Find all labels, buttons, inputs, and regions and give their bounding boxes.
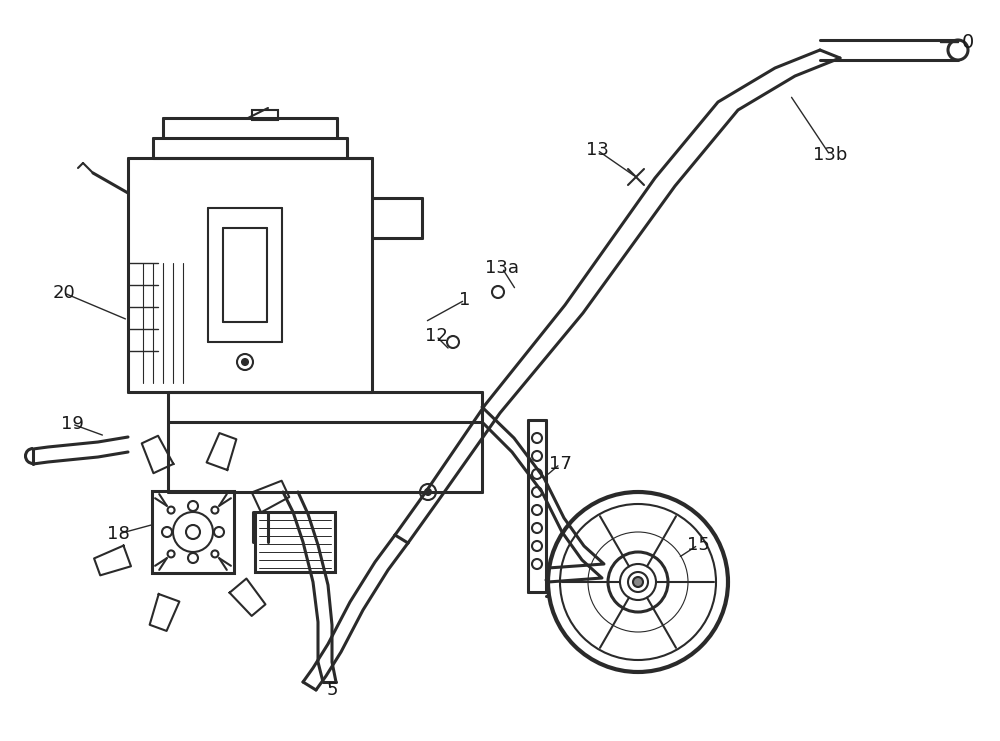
- Text: 17: 17: [549, 455, 571, 473]
- Text: 1: 1: [459, 291, 471, 309]
- Circle shape: [425, 489, 431, 495]
- Bar: [255, 512, 335, 572]
- Text: 15: 15: [687, 536, 709, 554]
- Text: 20: 20: [53, 284, 75, 302]
- Circle shape: [633, 577, 643, 587]
- Bar: [252, 110, 278, 120]
- Bar: [152, 491, 234, 573]
- Circle shape: [242, 359, 248, 365]
- Text: 13a: 13a: [485, 259, 519, 277]
- Text: 0: 0: [962, 33, 974, 52]
- Text: 12: 12: [425, 327, 447, 345]
- Text: 13: 13: [586, 141, 608, 159]
- Text: 18: 18: [107, 525, 129, 543]
- Text: 5: 5: [326, 681, 338, 699]
- Text: 13b: 13b: [813, 146, 847, 164]
- Text: 19: 19: [61, 415, 83, 433]
